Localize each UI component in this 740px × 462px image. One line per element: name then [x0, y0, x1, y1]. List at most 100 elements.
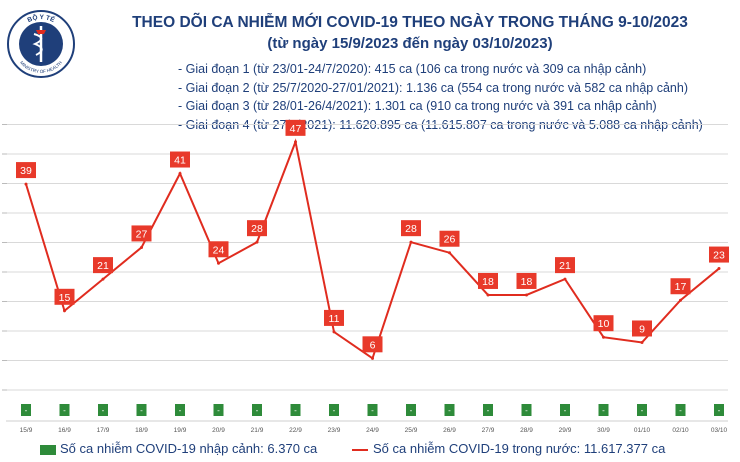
imported-bar — [714, 404, 724, 416]
x-tick-label: 29/9 — [559, 427, 572, 434]
domestic-point — [140, 245, 143, 249]
imported-bar — [483, 404, 493, 416]
imported-label: - — [448, 406, 451, 415]
domestic-point — [101, 277, 105, 281]
data-label-box — [285, 119, 306, 136]
phase-note-2: - Giai đoạn 2 (từ 25/7/2020-27/01/2021):… — [178, 80, 688, 95]
imported-bar — [98, 404, 108, 416]
imported-label: - — [487, 406, 490, 415]
data-label: 15 — [59, 292, 71, 304]
x-tick-label: 26/9 — [443, 427, 456, 434]
data-label: 28 — [405, 223, 417, 235]
data-label-box — [401, 220, 421, 237]
domestic-point — [63, 309, 66, 313]
imported-label: - — [641, 406, 644, 415]
data-label-box — [439, 230, 460, 247]
imported-bar — [213, 404, 224, 416]
data-label: 28 — [251, 223, 263, 235]
domestic-point — [563, 277, 567, 281]
x-tick-label: 01/10 — [634, 427, 651, 434]
legend-imported: Số ca nhiễm COVID-19 nhập cảnh: 6.370 ca — [40, 441, 317, 456]
domestic-point — [717, 267, 721, 271]
data-label-box — [208, 241, 229, 258]
x-tick-label: 28/9 — [520, 427, 533, 434]
data-label: 18 — [482, 276, 494, 288]
x-tick-label: 15/9 — [20, 427, 33, 434]
phase-note-1: - Giai đoạn 1 (từ 23/01-24/7/2020): 415 … — [178, 62, 647, 76]
data-label-box — [362, 336, 383, 353]
chart-subtitle: (từ ngày 15/9/2023 đến ngày 03/10/2023) — [267, 35, 553, 52]
domestic-point — [525, 293, 528, 297]
data-label-box — [93, 257, 113, 274]
x-tick-label: 24/9 — [366, 427, 379, 434]
domestic-point — [640, 340, 644, 344]
imported-bar — [136, 404, 147, 416]
x-tick-label: 22/9 — [289, 427, 302, 434]
imported-bar — [21, 404, 31, 416]
data-label: 10 — [598, 318, 610, 330]
x-tick-label: 18/9 — [135, 427, 148, 434]
domestic-point — [679, 298, 682, 302]
data-label-box — [670, 278, 691, 295]
data-label: 47 — [290, 123, 302, 135]
domestic-series-line — [25, 138, 720, 360]
domestic-point — [409, 240, 413, 244]
data-label: 39 — [20, 165, 32, 177]
imported-label: - — [564, 406, 567, 415]
domestic-point — [255, 240, 259, 244]
data-label-box — [324, 309, 344, 326]
imported-bar — [290, 404, 301, 416]
data-label: 11 — [329, 313, 340, 325]
domestic-point — [294, 140, 297, 144]
x-tick-label: 16/9 — [58, 427, 71, 434]
x-tick-label: 25/9 — [405, 427, 418, 434]
imported-label: - — [333, 406, 336, 415]
x-tick-label: 02/10 — [672, 427, 689, 434]
imported-label: - — [525, 406, 528, 415]
data-label: 23 — [713, 250, 725, 262]
imported-bar — [675, 404, 686, 416]
imported-label: - — [294, 406, 297, 415]
imported-bar — [329, 404, 339, 416]
x-tick-label: 20/9 — [212, 427, 225, 434]
data-label-box — [54, 288, 75, 305]
imported-label: - — [102, 406, 105, 415]
imported-bar — [560, 404, 570, 416]
domestic-point — [217, 261, 220, 265]
data-label: 21 — [97, 260, 109, 272]
data-label: 27 — [136, 228, 148, 240]
x-tick-label: 27/9 — [482, 427, 495, 434]
x-tick-label: 23/9 — [328, 427, 341, 434]
x-tick-label: 21/9 — [251, 427, 264, 434]
legend-imported-label: Số ca nhiễm COVID-19 nhập cảnh: 6.370 ca — [60, 441, 318, 456]
legend-domestic-label: Số ca nhiễm COVID-19 trong nước: 11.617.… — [373, 441, 666, 456]
legend-domestic-swatch — [352, 448, 368, 451]
domestic-point — [178, 172, 182, 176]
imported-label: - — [25, 406, 28, 415]
data-label: 17 — [675, 281, 687, 293]
x-tick-label: 19/9 — [174, 427, 187, 434]
data-label-box — [247, 220, 267, 237]
imported-label: - — [371, 406, 374, 415]
data-label: 6 — [370, 339, 376, 351]
data-label-box — [555, 257, 575, 274]
imported-bar — [252, 404, 262, 416]
imported-bar — [598, 404, 609, 416]
data-label-box — [170, 151, 190, 168]
data-label-box — [593, 315, 614, 332]
data-label: 9 — [639, 323, 645, 335]
imported-label: - — [602, 406, 605, 415]
imported-bar — [444, 404, 455, 416]
imported-label: - — [63, 406, 66, 415]
imported-label: - — [217, 406, 220, 415]
x-tick-label: 03/10 — [711, 427, 728, 434]
imported-label: - — [140, 406, 143, 415]
data-label: 26 — [444, 234, 456, 246]
imported-bar — [637, 404, 647, 416]
data-label-box — [478, 272, 498, 289]
domestic-point — [486, 293, 490, 297]
imported-label: - — [679, 406, 682, 415]
data-label: 41 — [174, 155, 186, 167]
data-label: 21 — [559, 260, 571, 272]
